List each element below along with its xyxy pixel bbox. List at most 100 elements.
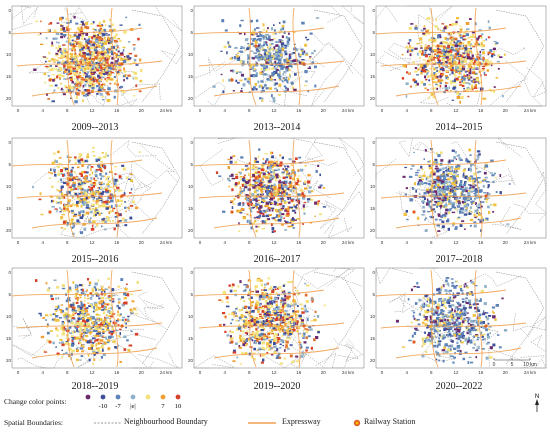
railway-station-icon xyxy=(412,340,416,344)
change-value-label: 7 xyxy=(161,403,165,410)
x-tick-label: 8 xyxy=(430,240,433,245)
x-tick-label: 16 xyxy=(478,240,484,245)
railway-station-icon xyxy=(353,419,361,427)
x-tick-label: 8 xyxy=(430,108,433,113)
railway-station-icon xyxy=(302,62,306,66)
change-points xyxy=(32,146,141,236)
x-tick-label: 24 km xyxy=(160,370,173,375)
railway-station-icon xyxy=(72,306,76,310)
change-legend-title: Change color points: xyxy=(4,397,67,406)
change-color-scale: -10 -7 |e| 7 10 xyxy=(85,394,181,410)
period-label: 2013--2014 xyxy=(253,122,301,133)
neighbourhood-legend: Neighbourhood Boundary xyxy=(94,416,234,428)
neighbourhood-boundaries xyxy=(193,5,365,107)
railway-station-icon xyxy=(120,62,124,66)
y-tick-label: 15 xyxy=(188,206,193,211)
expressways xyxy=(375,269,527,368)
y-tick-label: 0 xyxy=(372,140,375,145)
y-tick-label: 15 xyxy=(188,74,193,79)
map-frame xyxy=(11,137,183,239)
y-tick-label: 10 xyxy=(370,184,375,189)
x-tick-label: 12 xyxy=(453,240,459,245)
x-tick-label: 0 xyxy=(381,370,384,375)
x-tick-label: 8 xyxy=(430,370,433,375)
expressways xyxy=(11,269,163,368)
y-tick-label: 5 xyxy=(190,30,193,35)
y-tick-label: 0 xyxy=(190,8,193,13)
y-tick-label: 20 xyxy=(6,96,11,101)
x-tick-label: 4 xyxy=(223,240,226,245)
change-points xyxy=(395,277,508,364)
y-tick-label: 0 xyxy=(8,270,11,275)
x-tick-label: 16 xyxy=(478,108,484,113)
railway-station-icon xyxy=(436,176,440,180)
map-frame xyxy=(375,137,547,239)
railway-station-icon xyxy=(230,78,234,82)
x-tick-label: 8 xyxy=(248,108,251,113)
period-label: 2014--2015 xyxy=(435,122,483,133)
x-tick-label: 0 xyxy=(199,108,202,113)
railway-legend-label: Railway Station xyxy=(364,417,416,426)
y-tick-label: 5 xyxy=(8,30,11,35)
expressways xyxy=(193,7,345,106)
y-tick-label: 10 xyxy=(370,314,375,319)
x-tick-label: 24 km xyxy=(524,108,537,113)
x-tick-label: 24 km xyxy=(524,370,537,375)
map-canvas: 0 4 8 12 16 20 24 km 0 5 10 15 20 xyxy=(370,5,547,113)
x-tick-label: 4 xyxy=(41,108,44,113)
change-value-label: -10 xyxy=(99,403,108,410)
x-tick-label: 8 xyxy=(248,370,251,375)
x-tick-label: 12 xyxy=(453,108,459,113)
y-tick-label: 10 xyxy=(370,52,375,57)
railway-station-icon xyxy=(436,306,440,310)
scale-bar: 0 5 10 km xyxy=(493,358,537,368)
x-tick-label: 16 xyxy=(114,108,120,113)
y-tick-label: 5 xyxy=(372,292,375,297)
change-points xyxy=(35,277,139,366)
x-tick-label: 20 xyxy=(321,240,327,245)
y-tick-label: 20 xyxy=(188,358,193,363)
x-tick-label: 12 xyxy=(271,370,277,375)
y-tick-label: 0 xyxy=(8,8,11,13)
x-tick-label: 20 xyxy=(139,240,145,245)
map-panel: 0 4 8 12 16 20 24 km 0 5 10 15 20 2009--2013 xyxy=(6,4,184,133)
change-points xyxy=(215,148,327,233)
map-panel: 0 4 8 12 16 20 24 km 0 5 10 15 20 2015--2016 xyxy=(6,136,184,265)
period-label: 2016--2017 xyxy=(253,254,301,265)
x-tick-label: 0 xyxy=(381,108,384,113)
y-tick-label: 20 xyxy=(6,228,11,233)
change-value-label: -7 xyxy=(115,403,121,410)
x-tick-label: 12 xyxy=(453,370,459,375)
x-tick-label: 16 xyxy=(114,370,120,375)
change-points xyxy=(212,17,320,103)
north-arrow-icon: N xyxy=(535,394,539,412)
y-tick-label: 10 xyxy=(6,184,11,189)
railway-legend: Railway Station xyxy=(352,416,442,428)
x-tick-label: 8 xyxy=(66,108,69,113)
y-tick-label: 20 xyxy=(370,358,375,363)
y-tick-label: 15 xyxy=(6,206,11,211)
scale-bar-label: 5 xyxy=(511,362,514,368)
x-tick-label: 20 xyxy=(503,370,509,375)
railway-station-icon xyxy=(254,44,258,48)
railway-station-icon xyxy=(412,78,416,82)
neighbourhood-legend-label: Neighbourhood Boundary xyxy=(124,417,208,426)
y-tick-label: 15 xyxy=(370,206,375,211)
railway-station-icon xyxy=(48,340,52,344)
y-tick-label: 5 xyxy=(372,162,375,167)
map-panel: 0 4 8 12 16 20 24 km 0 5 10 15 20 2019--2020 xyxy=(188,266,366,392)
period-label: 2018--2019 xyxy=(71,381,119,392)
x-tick-label: 20 xyxy=(503,240,509,245)
railway-station-icon xyxy=(230,210,234,214)
y-tick-label: 20 xyxy=(188,228,193,233)
period-label: 2015--2016 xyxy=(71,254,119,265)
x-tick-label: 4 xyxy=(405,240,408,245)
x-tick-label: 20 xyxy=(321,108,327,113)
neighbourhood-line-icon xyxy=(94,422,122,424)
expressway-legend-label: Expressway xyxy=(282,417,321,426)
map-canvas: 0 4 8 12 16 20 24 km 0 5 10 15 20 0 5 10 km xyxy=(370,267,547,375)
y-tick-label: 15 xyxy=(370,336,375,341)
y-tick-label: 10 xyxy=(6,52,11,57)
y-tick-label: 10 xyxy=(188,52,193,57)
x-tick-label: 12 xyxy=(271,240,277,245)
